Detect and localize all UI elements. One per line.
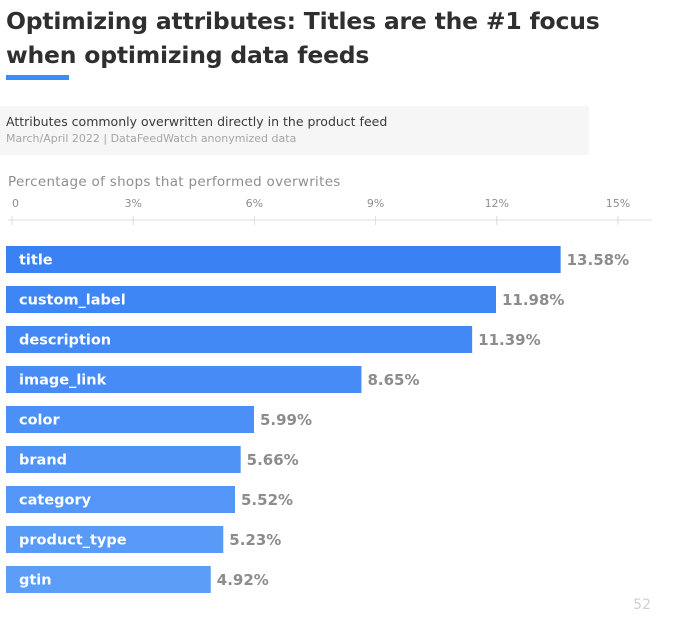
- bar-category-label: custom_label: [19, 293, 126, 309]
- bar-value-label: 5.66%: [247, 451, 299, 469]
- bar-chart: 0 3% 6% 9% 12% 15% title 13.58% custom_label 11.9…: [6, 197, 652, 593]
- bar-category-label: product_type: [19, 533, 127, 549]
- bar: [6, 406, 254, 433]
- bar: [6, 486, 236, 513]
- x-tick-label: 6%: [246, 197, 263, 210]
- x-tick-label: 9%: [367, 197, 384, 210]
- bar-category-label: brand: [19, 453, 67, 469]
- bar-category-label: category: [19, 493, 92, 509]
- page-number: 52: [633, 597, 651, 613]
- x-tick-label: 15%: [606, 197, 630, 210]
- bar-value-label: 5.52%: [241, 491, 293, 509]
- title-accent-bar: [6, 75, 69, 80]
- bar-value-label: 5.99%: [260, 411, 312, 429]
- bar: [6, 246, 561, 273]
- bar-category-label: title: [19, 253, 53, 269]
- bar-value-label: 11.98%: [502, 291, 564, 309]
- x-tick-label: 3%: [124, 197, 141, 210]
- bar-category-label: image_link: [19, 373, 107, 389]
- bar-value-label: 13.58%: [567, 251, 629, 269]
- caption-subtitle: March/April 2022 | DataFeedWatch anonymi…: [6, 132, 297, 145]
- bar: [6, 526, 224, 553]
- bar: [6, 286, 496, 313]
- bar-value-label: 11.39%: [478, 331, 540, 349]
- bar-value-label: 8.65%: [367, 371, 419, 389]
- x-tick-label: 0: [12, 197, 19, 210]
- x-tick-label: 12%: [485, 197, 509, 210]
- bar: [6, 566, 211, 593]
- caption-title: Attributes commonly overwritten directly…: [6, 114, 388, 129]
- page-title: Optimizing attributes: Titles are the #1…: [6, 7, 600, 69]
- bar-category-label: color: [19, 413, 60, 429]
- x-axis-title: Percentage of shops that performed overw…: [8, 174, 341, 190]
- chart-caption: Attributes commonly overwritten directly…: [0, 106, 589, 155]
- bar: [6, 326, 473, 353]
- bar-category-label: description: [19, 333, 111, 349]
- bar-value-label: 5.23%: [229, 531, 281, 549]
- bar-value-label: 4.92%: [217, 571, 269, 589]
- bar-category-label: gtin: [19, 573, 52, 589]
- bar: [6, 366, 362, 393]
- bar: [6, 446, 241, 473]
